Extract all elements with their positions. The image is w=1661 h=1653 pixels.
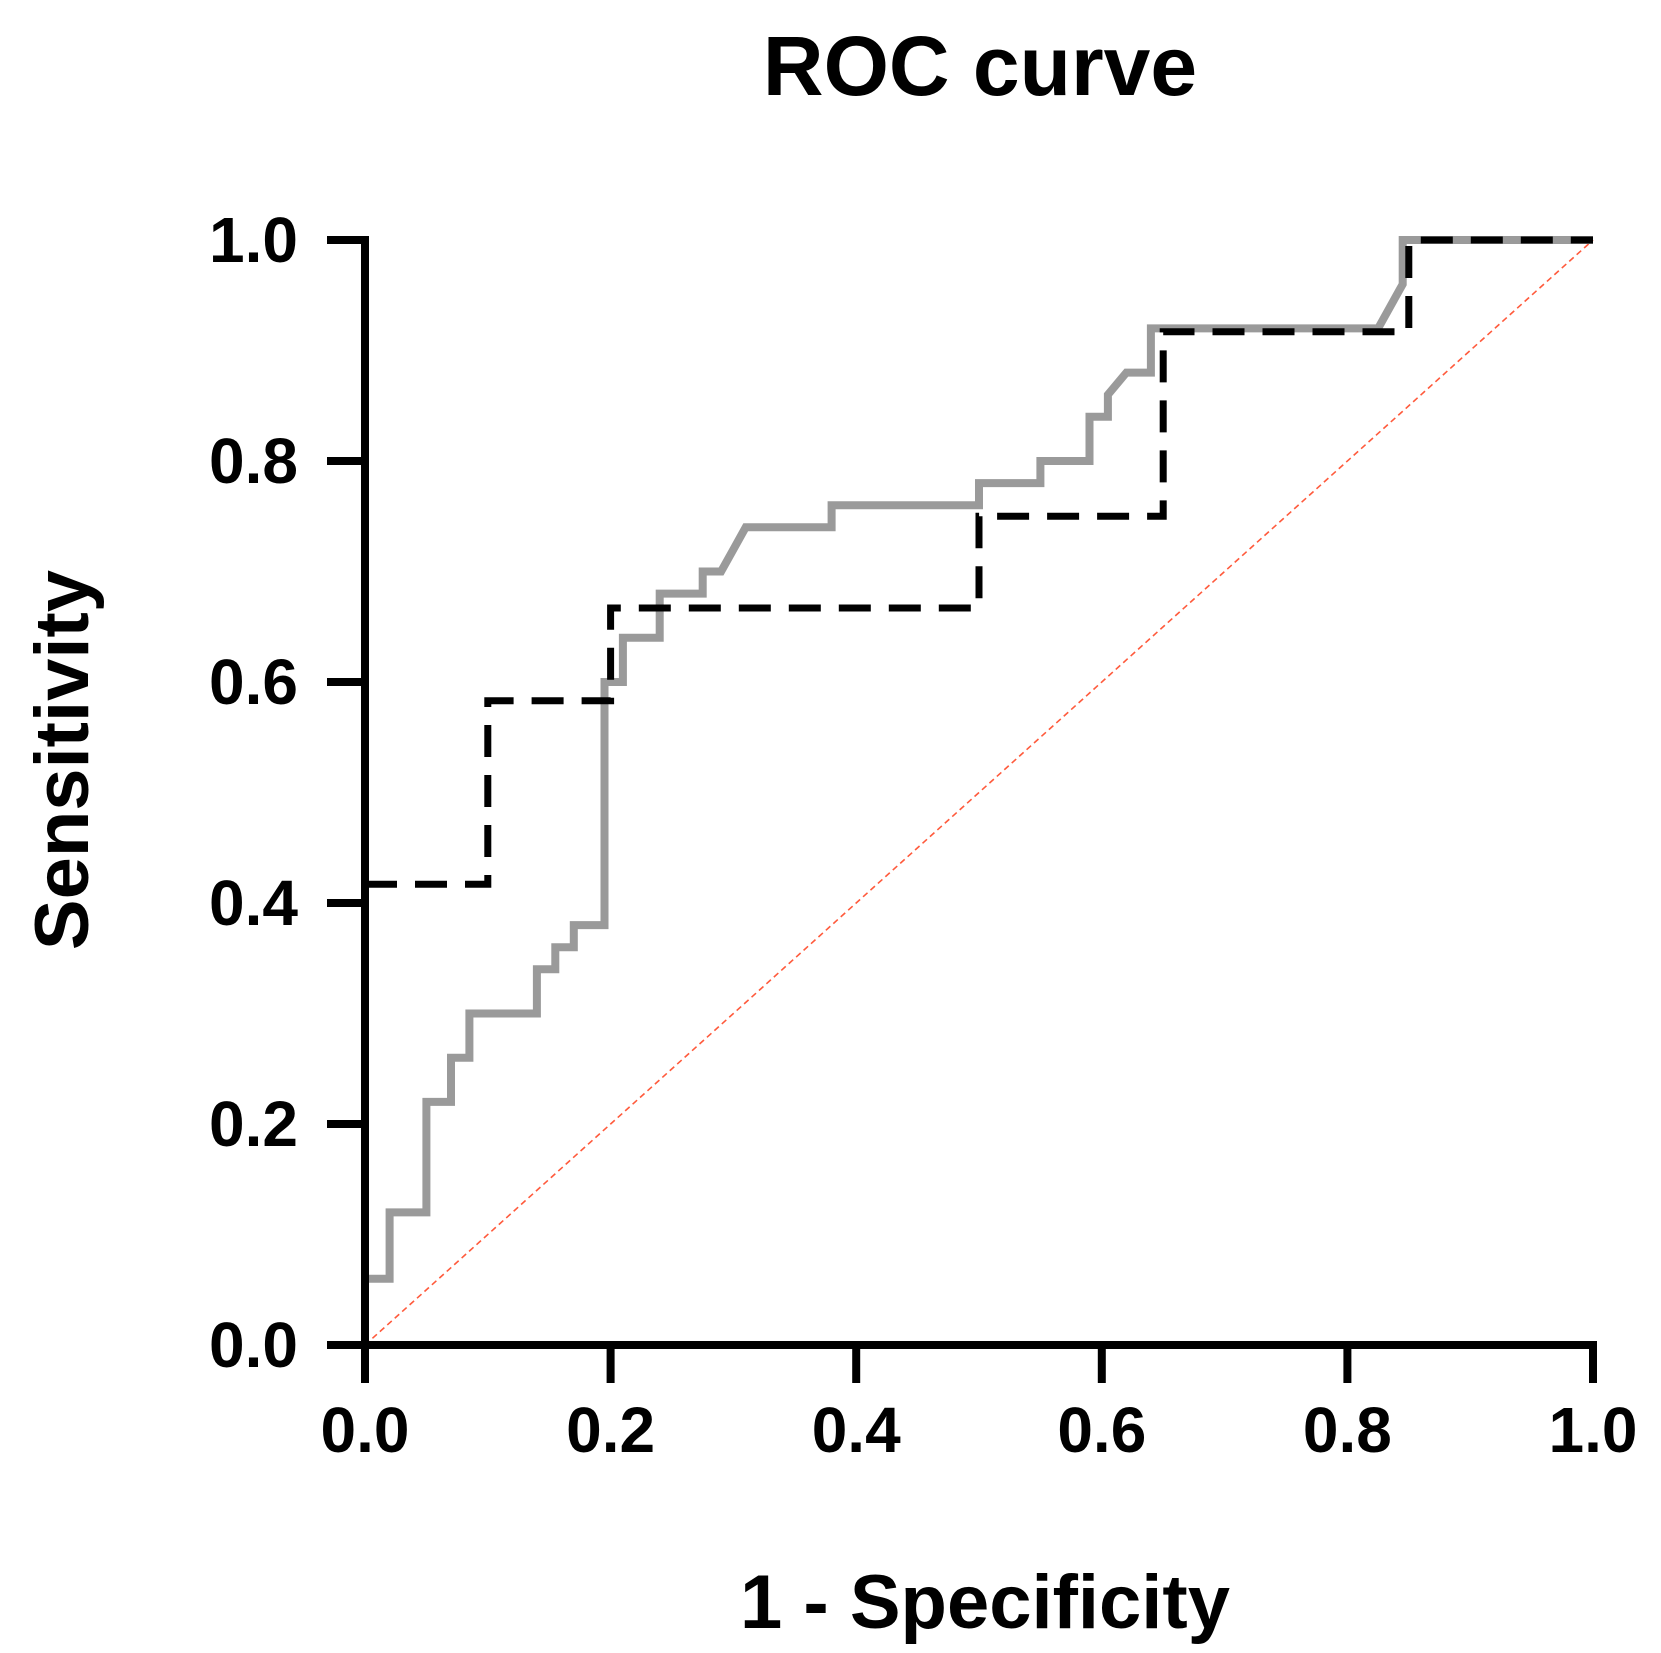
y-axis-label: Sensitivity: [20, 570, 105, 950]
x-tick-label: 0.4: [812, 1394, 901, 1466]
chart-title: ROC curve: [763, 19, 1197, 113]
x-tick-label: 0.8: [1303, 1394, 1392, 1466]
series-dashed-line: [365, 236, 1593, 888]
x-tick-label: 0.6: [1057, 1394, 1146, 1466]
x-tick-label: 0.2: [566, 1394, 655, 1466]
y-tick-label: 0.8: [209, 425, 298, 497]
y-tick-label: 1.0: [209, 204, 298, 276]
y-tick-label: 0.2: [209, 1088, 298, 1160]
x-tick-label: 0.0: [321, 1394, 410, 1466]
x-ticks: 0.0 0.2 0.4 0.6 0.8 1.0: [321, 1345, 1638, 1466]
series-layer: [361, 236, 1594, 1346]
y-tick-label: 0.4: [209, 867, 298, 939]
y-tick-label: 0.6: [209, 646, 298, 718]
series-solid-line: [361, 236, 1593, 1345]
y-ticks: 0.0 0.2 0.4 0.6 0.8 1.0: [209, 204, 365, 1381]
x-tick-label: 1.0: [1549, 1394, 1638, 1466]
series-reference-line: [364, 239, 1594, 1346]
x-axis-label: 1 - Specificity: [740, 1560, 1230, 1645]
y-tick-label: 0.0: [209, 1309, 298, 1381]
